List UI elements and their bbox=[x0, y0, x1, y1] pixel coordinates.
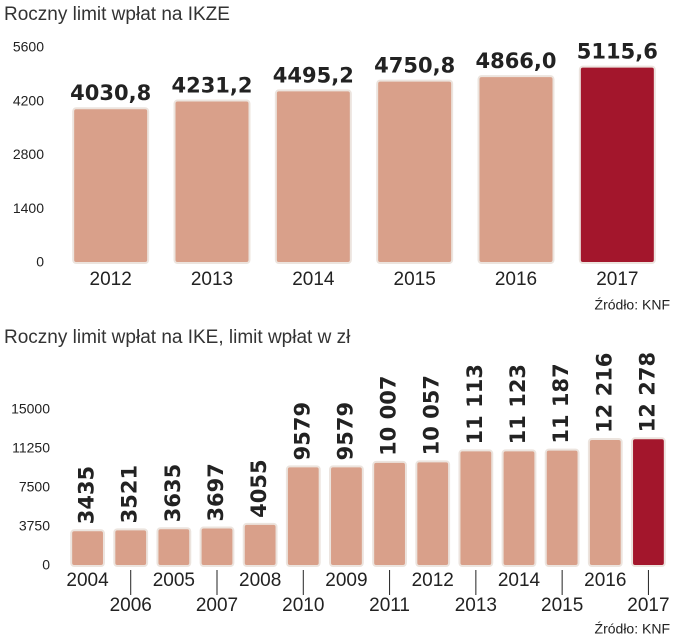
x-tick-label: 2014 bbox=[498, 570, 541, 591]
value-label: 12 278 bbox=[635, 352, 659, 432]
x-tick-label: 2017 bbox=[627, 595, 669, 616]
x-tick-label: 2014 bbox=[292, 269, 335, 290]
value-label: 11 123 bbox=[506, 364, 530, 444]
x-tick-label: 2016 bbox=[495, 269, 537, 290]
x-tick-label: 2006 bbox=[110, 595, 152, 616]
bar bbox=[113, 528, 149, 567]
x-tick-label: 2011 bbox=[369, 595, 410, 616]
bar bbox=[242, 522, 278, 568]
value-label: 10 007 bbox=[377, 376, 401, 456]
x-tick-label: 2013 bbox=[191, 269, 233, 290]
bar bbox=[477, 75, 555, 264]
y-tick-label: 11250 bbox=[12, 440, 50, 456]
x-tick-label: 2005 bbox=[153, 570, 195, 591]
bar bbox=[285, 465, 321, 567]
value-label: 4866,0 bbox=[475, 49, 556, 73]
x-tick-label: 2008 bbox=[239, 570, 281, 591]
bar bbox=[587, 437, 623, 568]
x-tick-label: 2015 bbox=[541, 595, 583, 616]
value-label: 12 216 bbox=[592, 353, 616, 433]
y-tick-label: 15000 bbox=[11, 401, 50, 417]
bar bbox=[631, 437, 666, 568]
value-label: 11 113 bbox=[463, 364, 487, 444]
value-label: 5115,6 bbox=[577, 40, 658, 64]
y-tick-label: 7500 bbox=[19, 479, 50, 495]
value-label: 4055 bbox=[247, 459, 271, 517]
bar bbox=[70, 529, 105, 567]
value-label: 3635 bbox=[161, 464, 185, 522]
x-tick-label: 2010 bbox=[282, 595, 324, 616]
value-label: 4030,8 bbox=[70, 81, 151, 105]
bar bbox=[578, 65, 656, 264]
x-tick-label: 2016 bbox=[584, 570, 626, 591]
chart-title: Roczny limit wpłat na IKE, limit wpłat w… bbox=[4, 327, 351, 348]
value-label: 10 057 bbox=[420, 375, 444, 455]
x-tick-label: 2012 bbox=[412, 570, 454, 591]
x-tick-label: 2015 bbox=[394, 269, 436, 290]
value-label: 3435 bbox=[75, 466, 99, 524]
y-tick-label: 0 bbox=[36, 254, 44, 270]
bar bbox=[173, 99, 251, 264]
x-tick-label: 2013 bbox=[455, 595, 497, 616]
x-tick-label: 2007 bbox=[196, 595, 238, 616]
value-label: 11 187 bbox=[549, 363, 573, 443]
value-label: 4750,8 bbox=[374, 54, 455, 78]
y-tick-label: 5600 bbox=[13, 39, 44, 55]
x-tick-label: 2004 bbox=[66, 570, 109, 591]
value-label: 4231,2 bbox=[171, 74, 252, 98]
bar bbox=[415, 460, 451, 567]
x-tick-label: 2012 bbox=[90, 269, 132, 290]
y-tick-label: 2800 bbox=[13, 146, 44, 162]
y-tick-label: 0 bbox=[42, 557, 50, 573]
value-label: 3697 bbox=[204, 463, 228, 521]
value-label: 9579 bbox=[290, 402, 314, 460]
bar bbox=[376, 79, 454, 264]
bar bbox=[156, 527, 192, 567]
bar bbox=[372, 460, 407, 567]
bar bbox=[72, 107, 150, 264]
bar bbox=[501, 449, 537, 567]
bar bbox=[458, 449, 494, 568]
x-tick-label: 2017 bbox=[596, 269, 638, 290]
value-label: 3521 bbox=[118, 465, 142, 523]
value-label: 9579 bbox=[333, 402, 357, 460]
y-tick-label: 1400 bbox=[13, 200, 44, 216]
bar bbox=[199, 526, 235, 568]
chart-title: Roczny limit wpłat na IKZE bbox=[4, 4, 230, 25]
bar bbox=[544, 448, 580, 568]
value-label: 4495,2 bbox=[273, 63, 354, 87]
y-tick-label: 4200 bbox=[13, 92, 44, 108]
y-tick-label: 3750 bbox=[19, 518, 50, 534]
bar bbox=[274, 89, 352, 264]
source: Źródło: KNF bbox=[595, 297, 670, 313]
x-tick-label: 2009 bbox=[325, 570, 367, 591]
source: Źródło: KNF bbox=[595, 621, 670, 637]
bar bbox=[329, 465, 364, 567]
